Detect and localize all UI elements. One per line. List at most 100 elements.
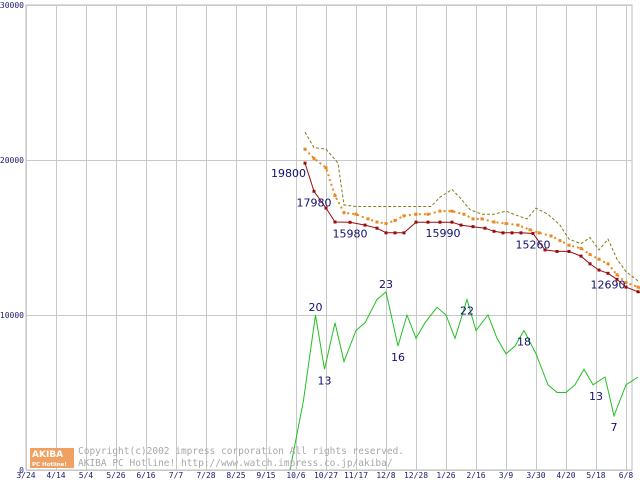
data-point-avg [549, 234, 553, 238]
x-tick-label: 5/18 [586, 471, 605, 480]
data-label: 18 [517, 336, 531, 349]
data-label: 15260 [516, 238, 551, 251]
x-tick-label: 6/8 [619, 471, 634, 480]
y-tick-label: 10000 [0, 311, 24, 320]
data-point-min [519, 231, 523, 235]
data-point-avg [558, 239, 562, 243]
data-point-avg [615, 273, 619, 277]
grid-lines [25, 4, 633, 471]
data-label: 13 [318, 374, 332, 387]
data-label: 23 [379, 278, 393, 291]
data-label: 20 [309, 301, 323, 314]
x-tick-label: 3/9 [499, 471, 514, 480]
data-label: 15980 [333, 227, 368, 240]
data-point-min [588, 262, 592, 266]
data-point-avg [450, 209, 454, 213]
x-tick-label: 3/24 [16, 471, 35, 480]
data-point-min [543, 248, 547, 252]
data-point-min [510, 231, 514, 235]
data-point-min [459, 223, 463, 227]
data-point-min [597, 268, 601, 272]
data-point-avg [438, 209, 442, 213]
data-point-min [363, 223, 367, 227]
x-tick-label: 1/26 [436, 471, 455, 480]
data-label: 19800 [271, 167, 306, 180]
x-tick-label: 4/20 [556, 471, 575, 480]
data-label: 12690 [591, 278, 626, 291]
x-tick-label: 11/17 [344, 471, 368, 480]
data-point-avg [414, 212, 418, 216]
data-point-avg [462, 212, 466, 216]
x-tick-label: 2/16 [466, 471, 485, 480]
data-point-avg [342, 211, 346, 215]
data-point-min [615, 277, 619, 281]
data-point-min [579, 254, 583, 258]
data-point-min [402, 231, 406, 235]
data-point-avg [333, 194, 337, 198]
data-point-avg [384, 222, 388, 226]
data-point-avg [480, 217, 484, 221]
data-point-min [567, 249, 571, 253]
data-label: 15990 [426, 227, 461, 240]
x-tick-label: 12/28 [404, 471, 428, 480]
data-point-avg [624, 280, 628, 284]
x-tick-label: 8/25 [226, 471, 245, 480]
x-tick-label: 12/8 [376, 471, 395, 480]
data-point-min [531, 231, 535, 235]
series-line-avg [304, 148, 640, 290]
data-point-min [606, 271, 610, 275]
data-point-min [624, 285, 628, 289]
data-point-avg [606, 262, 610, 266]
y-tick-label: 0 [19, 466, 24, 475]
data-point-avg [393, 218, 397, 222]
data-point-avg [597, 257, 601, 261]
data-point-min [375, 226, 379, 230]
data-point-min [324, 206, 328, 210]
data-point-min [438, 220, 442, 224]
logo-line1: AKIBA [32, 450, 63, 460]
data-point-avg [375, 220, 379, 224]
copyright-line2: AKIBA PC Hotline! http://www.watch.impre… [78, 458, 393, 469]
x-tick-label: 6/16 [136, 471, 155, 480]
data-point-min [636, 290, 640, 294]
data-point-min [555, 249, 559, 253]
data-point-avg [528, 228, 532, 232]
data-point-min [450, 220, 454, 224]
data-point-min [312, 189, 316, 193]
data-point-avg [303, 147, 307, 151]
akiba-logo: AKIBA PC Hotline! [30, 448, 74, 468]
data-point-avg [537, 231, 541, 235]
data-point-avg [636, 285, 640, 289]
data-point-min [492, 229, 496, 233]
y-tick-label: 20000 [0, 156, 24, 165]
data-point-min [471, 225, 475, 229]
x-tick-label: 10/6 [286, 471, 305, 480]
data-point-min [384, 231, 388, 235]
data-point-avg [567, 243, 571, 247]
x-axis: 3/24 4/14 5/4 5/26 6/16 7/7 7/28 8/25 9/15 10/6 10… [16, 471, 633, 480]
data-point-avg [354, 212, 358, 216]
data-point-min [483, 226, 487, 230]
data-point-avg [471, 217, 475, 221]
series-group [289, 131, 640, 471]
data-point-avg [504, 222, 508, 226]
data-label: 16 [391, 351, 405, 364]
data-point-avg [312, 156, 316, 160]
data-label: 22 [460, 305, 474, 318]
data-label: 17980 [297, 196, 332, 209]
data-point-avg [516, 223, 520, 227]
data-label: 7 [611, 421, 618, 434]
y-tick-label: 30000 [0, 1, 24, 10]
data-label: 13 [589, 390, 603, 403]
data-point-min [501, 231, 505, 235]
x-tick-label: 5/4 [79, 471, 94, 480]
data-point-min [348, 220, 352, 224]
copyright-line1: Copyright(c)2002 impress corporation All… [78, 446, 404, 457]
data-point-min [426, 220, 430, 224]
data-point-avg [588, 253, 592, 257]
x-tick-label: 9/15 [256, 471, 275, 480]
logo-background [30, 448, 74, 468]
x-tick-label: 10/27 [314, 471, 338, 480]
data-point-min [303, 161, 307, 165]
